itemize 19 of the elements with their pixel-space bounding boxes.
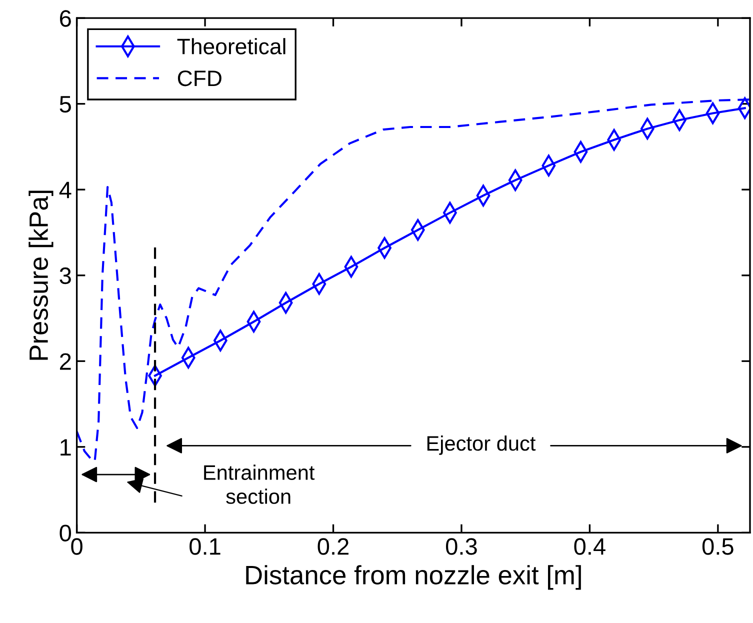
y-tick-label: 5 xyxy=(60,96,71,113)
annotation: Ejector duct xyxy=(427,435,536,455)
y-tick-label: 3 xyxy=(60,267,71,284)
x-tick-label: 0.1 xyxy=(190,538,220,555)
x-tick-label: 0 xyxy=(71,538,82,555)
x-tick-label: 0.3 xyxy=(446,538,477,555)
legend-label: CFD xyxy=(178,70,222,86)
x-tick-label: 0.4 xyxy=(574,538,606,555)
y-tick-label: 1 xyxy=(60,439,71,456)
legend-label: Theoretical xyxy=(177,38,286,54)
y-tick-label: 4 xyxy=(59,182,72,198)
y-axis-title: Pressure [kPa] xyxy=(28,190,54,360)
x-tick-label: 0.5 xyxy=(702,538,734,555)
y-tick-label: 6 xyxy=(60,10,71,27)
x-axis-title: Distance from nozzle exit [m] xyxy=(246,565,581,590)
y-tick-label: 0 xyxy=(60,524,72,542)
y-tick-label: 2 xyxy=(60,353,71,370)
x-tick-label: 0.2 xyxy=(318,538,348,555)
annotation: Entrainment section xyxy=(204,464,315,504)
